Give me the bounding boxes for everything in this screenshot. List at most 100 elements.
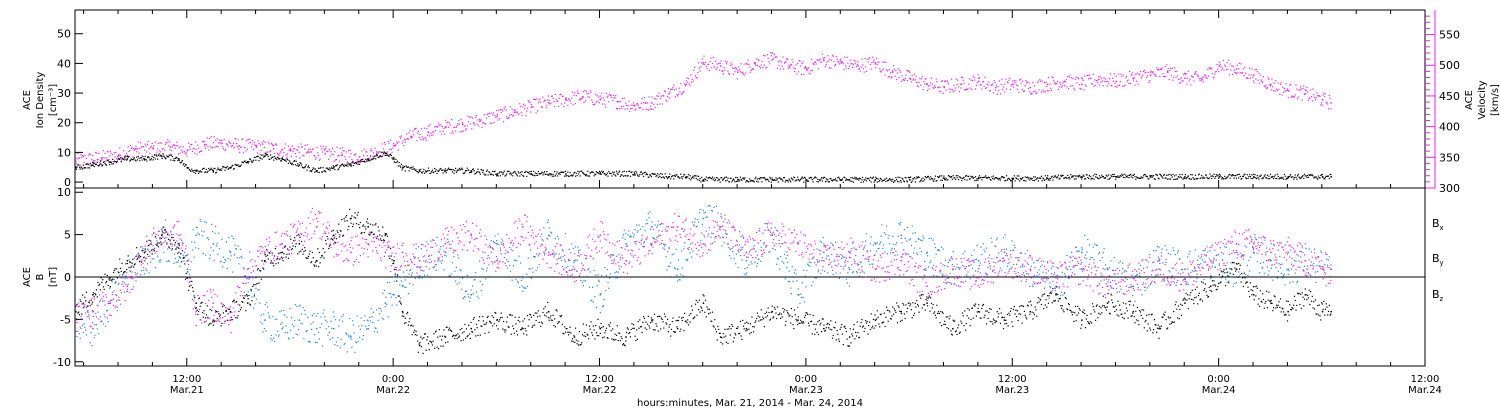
density-series-dot bbox=[341, 163, 343, 165]
by-series-dot bbox=[928, 237, 930, 239]
velocity-series-dot bbox=[318, 159, 320, 161]
density-series-dot bbox=[971, 175, 974, 178]
by-series-dot bbox=[432, 266, 434, 268]
velocity-series-dot bbox=[358, 162, 360, 164]
by-series-dot bbox=[239, 248, 241, 250]
by-series-dot bbox=[850, 250, 852, 252]
velocity-series-dot bbox=[1074, 89, 1076, 91]
velocity-series-dot bbox=[1148, 81, 1150, 83]
by-series-dot bbox=[405, 286, 407, 289]
density-series-dot bbox=[350, 165, 352, 167]
velocity-series-dot bbox=[91, 158, 93, 161]
by-series-dot bbox=[1047, 278, 1049, 280]
velocity-series-dot bbox=[1111, 85, 1113, 87]
velocity-series-dot bbox=[512, 115, 514, 117]
by-series-dot bbox=[973, 249, 975, 251]
density-series-dot bbox=[94, 162, 96, 164]
density-series-dot bbox=[1146, 176, 1148, 178]
density-series-dot bbox=[205, 171, 207, 173]
by-series-dot bbox=[756, 265, 758, 267]
by-series-dot bbox=[516, 280, 519, 282]
by-series-dot bbox=[311, 328, 313, 330]
by-series-dot bbox=[1043, 287, 1046, 289]
velocity-series-dot bbox=[531, 106, 533, 108]
by-series-dot bbox=[1001, 269, 1003, 271]
velocity-series-dot bbox=[164, 149, 166, 151]
density-series-dot bbox=[1300, 176, 1302, 178]
velocity-series-dot bbox=[107, 151, 109, 153]
velocity-series-dot bbox=[841, 61, 844, 63]
density-series-dot bbox=[1197, 177, 1199, 180]
density-series-dot bbox=[411, 168, 413, 170]
density-series-dot bbox=[1119, 174, 1121, 177]
velocity-series-dot bbox=[971, 80, 974, 82]
velocity-series-dot bbox=[351, 158, 353, 160]
velocity-series-dot bbox=[1149, 71, 1152, 73]
velocity-series-dot bbox=[126, 152, 128, 154]
by-series-dot bbox=[489, 247, 491, 249]
velocity-series-dot bbox=[783, 68, 785, 70]
density-series-dot bbox=[804, 177, 806, 179]
density-series-dot bbox=[1185, 178, 1187, 180]
velocity-series-dot bbox=[1177, 78, 1179, 80]
velocity-series-dot bbox=[1129, 70, 1131, 72]
velocity-series-dot bbox=[951, 78, 953, 80]
velocity-series-dot bbox=[448, 126, 450, 128]
by-series-dot bbox=[1202, 250, 1204, 252]
by-series-dot bbox=[382, 292, 384, 294]
velocity-series-dot bbox=[188, 146, 190, 148]
by-series-dot bbox=[371, 316, 373, 318]
density-series-dot bbox=[1041, 180, 1043, 182]
velocity-series-dot bbox=[334, 151, 336, 153]
by-series-dot bbox=[355, 342, 358, 344]
density-series-dot bbox=[486, 169, 488, 171]
density-series-dot bbox=[420, 168, 422, 170]
velocity-series-dot bbox=[524, 104, 526, 107]
density-series-dot bbox=[466, 167, 468, 169]
by-series-dot bbox=[738, 251, 740, 253]
by-series-dot bbox=[967, 271, 969, 273]
density-series-dot bbox=[507, 171, 509, 173]
velocity-series-dot bbox=[871, 62, 873, 64]
velocity-series-dot bbox=[123, 159, 125, 161]
by-series-dot bbox=[1071, 251, 1073, 253]
density-series-dot bbox=[309, 170, 311, 172]
velocity-series-dot bbox=[917, 85, 919, 87]
density-series-dot bbox=[889, 178, 891, 180]
velocity-series-dot bbox=[1081, 77, 1083, 79]
velocity-series-dot bbox=[301, 146, 303, 148]
by-series-dot bbox=[604, 267, 606, 269]
density-series-dot bbox=[1058, 178, 1060, 180]
velocity-series-dot bbox=[792, 61, 794, 63]
density-series-dot bbox=[345, 165, 348, 167]
velocity-series-dot bbox=[709, 60, 711, 63]
density-series-point bbox=[874, 179, 877, 181]
density-series-dot bbox=[1114, 175, 1116, 178]
density-series-dot bbox=[95, 163, 98, 165]
velocity-tick-label: 300 bbox=[1439, 182, 1460, 195]
velocity-series-dot bbox=[909, 71, 911, 73]
velocity-series-dot bbox=[1102, 85, 1104, 87]
velocity-series-dot bbox=[725, 60, 727, 62]
velocity-series-dot bbox=[810, 70, 812, 72]
velocity-series-dot bbox=[1250, 74, 1252, 76]
velocity-series-dot bbox=[1211, 72, 1213, 75]
density-series-dot bbox=[181, 160, 183, 162]
velocity-series-point bbox=[376, 151, 378, 153]
density-series-dot bbox=[359, 163, 361, 165]
by-series-dot bbox=[1160, 252, 1162, 254]
density-series-dot bbox=[724, 176, 726, 178]
velocity-series-dot bbox=[392, 147, 394, 149]
by-series-dot bbox=[1208, 268, 1210, 270]
density-series-dot bbox=[1143, 173, 1145, 176]
density-series-dot bbox=[732, 179, 734, 181]
velocity-series-dot bbox=[548, 100, 550, 102]
velocity-series-dot bbox=[849, 59, 851, 61]
by-series-dot bbox=[650, 243, 652, 245]
by-series-dot bbox=[685, 258, 687, 261]
velocity-series-dot bbox=[1138, 73, 1140, 75]
by-series-dot bbox=[264, 304, 266, 306]
by-series-dot bbox=[794, 269, 796, 271]
by-series-dot bbox=[284, 332, 286, 334]
by-series-dot bbox=[783, 253, 786, 256]
